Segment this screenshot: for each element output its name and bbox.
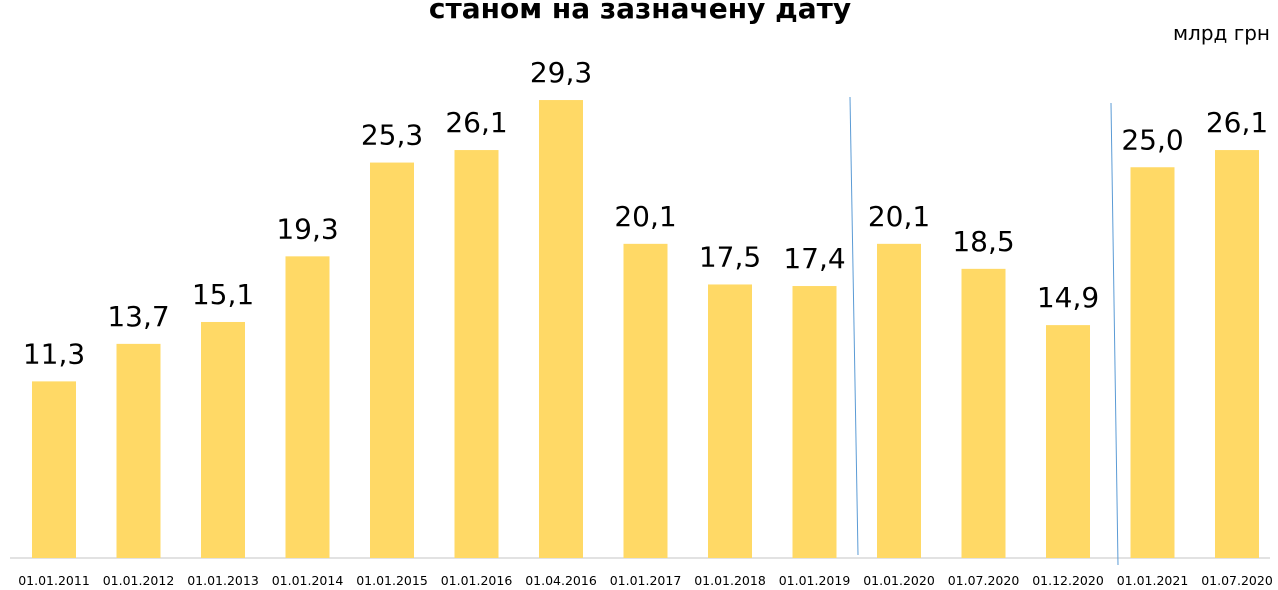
bar: [201, 321, 245, 558]
data-label: 25,3: [361, 119, 423, 152]
bar: [961, 268, 1006, 558]
data-label: 25,0: [1121, 123, 1183, 156]
unit-label: млрд грн: [1173, 21, 1270, 45]
data-label: 29,3: [530, 56, 592, 89]
x-tick-label: 01.07.2020: [1201, 573, 1273, 588]
data-label: 26,1: [1206, 106, 1268, 139]
data-label: 15,1: [192, 278, 254, 311]
x-tick-label: 01.01.2015: [356, 573, 428, 588]
x-tick-label: 01.01.2016: [441, 573, 513, 588]
x-tick-label: 01.07.2020: [948, 573, 1020, 588]
x-tick-label: 01.12.2020: [1032, 573, 1104, 588]
x-tick-label: 01.01.2014: [272, 573, 344, 588]
bar: [454, 150, 499, 558]
data-label: 11,3: [23, 337, 85, 370]
data-label: 17,5: [699, 240, 761, 273]
x-tick-label: 01.01.2012: [103, 573, 175, 588]
bar: [285, 256, 330, 558]
x-tick-label: 01.01.2013: [187, 573, 259, 588]
bar: [1046, 325, 1090, 558]
bar: [1215, 150, 1259, 558]
x-tick-label: 01.01.2020: [863, 573, 935, 588]
chart-title: станом на зазначену дату: [429, 0, 851, 25]
bar: [1130, 167, 1175, 558]
x-tick-label: 01.01.2017: [610, 573, 682, 588]
bar: [370, 162, 414, 558]
data-label: 14,9: [1037, 281, 1099, 314]
bar: [877, 243, 921, 558]
bar: [623, 243, 668, 558]
bar: [792, 286, 837, 558]
data-label: 20,1: [868, 200, 930, 233]
separator: [1110, 102, 1119, 566]
separator: [849, 96, 859, 556]
data-label: 18,5: [952, 225, 1014, 258]
x-tick-label: 01.04.2016: [525, 573, 597, 588]
bar: [708, 284, 752, 558]
data-label: 13,7: [107, 300, 169, 333]
x-tick-label: 01.01.2019: [779, 573, 851, 588]
data-label: 17,4: [783, 242, 845, 275]
bar: [116, 343, 161, 558]
x-tick-label: 01.01.2011: [18, 573, 90, 588]
data-label: 20,1: [614, 200, 676, 233]
data-label: 26,1: [445, 106, 507, 139]
bar: [539, 100, 583, 558]
data-label: 19,3: [276, 212, 338, 245]
x-tick-label: 01.01.2018: [694, 573, 766, 588]
x-tick-label: 01.01.2021: [1117, 573, 1189, 588]
bar: [32, 381, 76, 558]
